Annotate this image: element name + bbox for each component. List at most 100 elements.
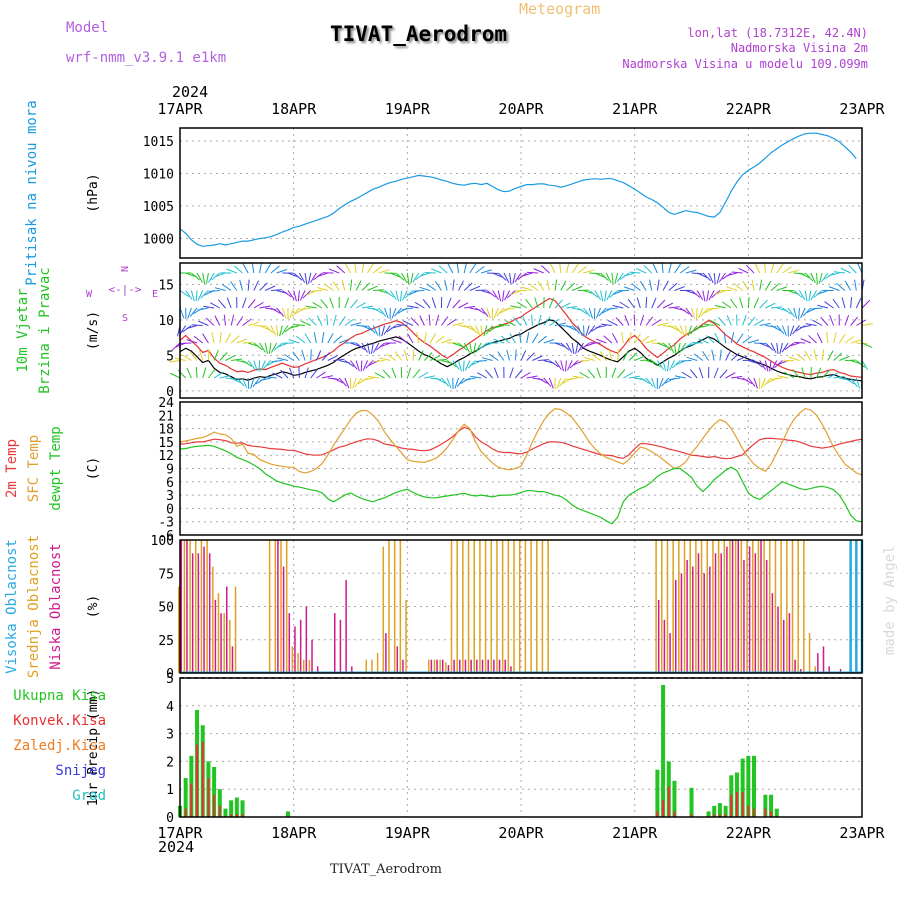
wind-barb bbox=[383, 370, 390, 378]
precip-bar-convective bbox=[747, 806, 749, 817]
wind-barb bbox=[690, 369, 697, 378]
wind-barb bbox=[703, 324, 714, 326]
wind-barb bbox=[430, 333, 435, 343]
y-axis-label: (m/s) bbox=[86, 311, 101, 350]
wind-barb bbox=[240, 280, 243, 291]
wind-barb bbox=[420, 273, 430, 276]
wind-barb bbox=[187, 368, 191, 378]
wind-barb bbox=[465, 378, 476, 380]
model-label: Model bbox=[66, 20, 108, 36]
wind-barb bbox=[640, 281, 646, 290]
wind-barb bbox=[248, 378, 249, 389]
wind-barb bbox=[271, 290, 282, 291]
wind-barb bbox=[652, 298, 656, 308]
precip-bar-convective bbox=[673, 811, 675, 817]
wind-barb bbox=[259, 361, 260, 372]
panel-side-label: Brzina i Pravac bbox=[37, 267, 53, 393]
wind-barb bbox=[817, 333, 822, 343]
wind-barb bbox=[799, 308, 800, 319]
wind-barb bbox=[755, 263, 760, 273]
wind-barb bbox=[794, 273, 805, 274]
wind-barb bbox=[322, 332, 324, 343]
wind-barb bbox=[453, 323, 464, 326]
wind-barb bbox=[817, 305, 828, 308]
wind-barb bbox=[505, 291, 510, 301]
wind-barb bbox=[215, 273, 225, 277]
wind-barb bbox=[203, 273, 205, 284]
wind-barb bbox=[407, 368, 410, 378]
wind-barb bbox=[439, 266, 447, 273]
wind-barb bbox=[187, 326, 198, 329]
wind-barb bbox=[227, 269, 237, 273]
wind-barb bbox=[652, 378, 656, 388]
wind-barb bbox=[470, 343, 472, 354]
wind-barb bbox=[805, 291, 807, 302]
wind-barb bbox=[333, 315, 336, 326]
wind-barb bbox=[790, 326, 794, 336]
wind-barb bbox=[760, 280, 762, 291]
wind-barb bbox=[299, 367, 300, 378]
wind-barb bbox=[566, 262, 569, 273]
wind-barb bbox=[743, 360, 754, 361]
wind-barb bbox=[572, 343, 574, 354]
wind-barb bbox=[309, 318, 317, 326]
wind-barb bbox=[209, 291, 220, 292]
wind-barb bbox=[772, 378, 783, 380]
wind-barb bbox=[362, 378, 373, 380]
wind-barb bbox=[549, 378, 553, 388]
wind-barb bbox=[311, 350, 312, 361]
time-label-top: 17APR bbox=[157, 100, 203, 118]
wind-barb bbox=[811, 308, 822, 309]
wind-barb bbox=[555, 300, 562, 308]
wind-barb bbox=[351, 323, 362, 326]
wind-barb bbox=[760, 323, 771, 325]
wind-barb bbox=[203, 367, 206, 378]
wind-barb bbox=[680, 326, 684, 336]
wind-barb bbox=[727, 315, 731, 325]
wind-barb bbox=[522, 287, 532, 290]
wind-barb bbox=[596, 308, 600, 318]
y-tick-label: 3 bbox=[166, 728, 174, 743]
wind-barb bbox=[771, 343, 776, 353]
wind-barb bbox=[754, 378, 757, 388]
wind-barb bbox=[777, 343, 778, 354]
wind-barb bbox=[663, 281, 668, 291]
wind-barb bbox=[754, 298, 759, 308]
wind-barb bbox=[657, 300, 665, 308]
station-title: TIVAT_Aerodrom bbox=[330, 22, 507, 46]
wind-barb bbox=[507, 350, 510, 361]
wind-barb bbox=[311, 291, 322, 292]
wind-barb bbox=[777, 264, 783, 273]
wind-barb bbox=[225, 333, 230, 343]
wind-barb bbox=[740, 297, 743, 308]
wind-barb bbox=[424, 353, 432, 361]
precip-bar-total bbox=[235, 798, 239, 817]
wind-barb bbox=[707, 291, 709, 302]
wind-barb bbox=[248, 280, 249, 291]
wind-barb bbox=[612, 273, 613, 284]
wind-barb bbox=[637, 297, 640, 308]
wind-barb bbox=[356, 281, 361, 291]
wind-barb bbox=[503, 291, 504, 302]
wind-barb bbox=[501, 336, 509, 343]
wind-barb bbox=[464, 262, 466, 273]
wind-barb bbox=[431, 269, 441, 273]
time-label-bottom: 19APR bbox=[385, 824, 431, 842]
wind-barb bbox=[305, 334, 311, 343]
wind-barb bbox=[243, 298, 247, 308]
wind-barb bbox=[532, 315, 533, 326]
wind-barb bbox=[788, 270, 799, 273]
wind-barb bbox=[298, 291, 299, 302]
wind-barb bbox=[521, 351, 526, 361]
wind-barb bbox=[407, 334, 413, 343]
wind-barb bbox=[420, 315, 425, 325]
wind-barb bbox=[572, 264, 578, 273]
wind-barb bbox=[726, 273, 737, 276]
panel-frame bbox=[180, 678, 862, 817]
wind-barb bbox=[794, 342, 805, 343]
wind-barb bbox=[760, 300, 768, 308]
y-tick-label: 1000 bbox=[143, 233, 174, 248]
wind-barb bbox=[379, 326, 380, 337]
precip-bar-convective bbox=[213, 795, 215, 817]
wind-barb bbox=[544, 339, 554, 343]
